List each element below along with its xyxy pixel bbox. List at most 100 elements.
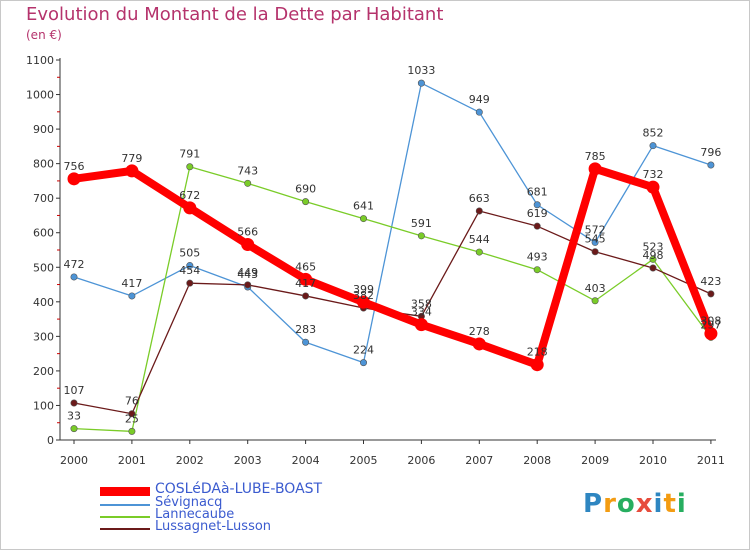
y-tick-label: 1100: [26, 54, 54, 67]
data-point: [649, 142, 657, 150]
y-tick-label: 500: [33, 261, 54, 274]
data-label: 423: [700, 275, 721, 288]
y-tick-label: 200: [33, 365, 54, 378]
data-point: [128, 292, 136, 300]
x-tick-label: 2007: [465, 454, 493, 467]
data-point: [359, 359, 367, 367]
data-label: 732: [643, 168, 664, 181]
data-point: [125, 164, 139, 178]
data-label: 107: [64, 384, 85, 397]
data-label: 743: [237, 164, 258, 177]
logo-letter: i: [653, 489, 664, 519]
x-tick-label: 2001: [118, 454, 146, 467]
x-tick-label: 2000: [60, 454, 88, 467]
legend-label: Lannecaube: [155, 507, 235, 522]
data-point: [359, 215, 367, 223]
data-label: 791: [179, 148, 200, 161]
data-label: 382: [353, 289, 374, 302]
series-line: [73, 82, 712, 364]
data-label: 672: [179, 189, 200, 202]
x-tick-label: 2008: [523, 454, 551, 467]
data-point: [128, 410, 136, 418]
data-label: 399: [353, 283, 374, 296]
data-point: [417, 232, 425, 240]
x-tick-label: 2011: [697, 454, 725, 467]
data-label: 591: [411, 217, 432, 230]
data-label: 756: [64, 160, 85, 173]
chart-subtitle: (en €): [26, 28, 62, 42]
data-label: 278: [469, 325, 490, 338]
data-point: [707, 290, 715, 298]
data-label: 493: [527, 251, 548, 264]
data-point: [357, 295, 370, 309]
data-point: [299, 272, 313, 286]
x-tick-label: 2003: [234, 454, 262, 467]
y-tick-label: 1000: [26, 89, 54, 102]
series-line: [73, 166, 712, 433]
data-label: 283: [295, 323, 316, 336]
legend-swatch: [100, 528, 150, 530]
data-point: [533, 266, 541, 274]
data-point: [70, 399, 78, 407]
legend-swatch: [100, 516, 150, 518]
data-point: [417, 79, 425, 87]
data-point: [533, 201, 541, 209]
data-point: [302, 338, 310, 346]
y-tick-label: 300: [33, 330, 54, 343]
data-label: 472: [64, 258, 85, 271]
proxiti-logo: Proxiti: [583, 489, 687, 519]
data-point: [244, 281, 252, 289]
data-label: 505: [179, 247, 200, 260]
data-point: [649, 264, 657, 272]
data-point: [591, 248, 599, 256]
x-tick-label: 2004: [292, 454, 320, 467]
data-point: [588, 162, 602, 176]
logo-letter: x: [635, 489, 654, 519]
data-point: [530, 358, 544, 372]
data-label: 218: [527, 346, 548, 359]
data-point: [475, 108, 483, 116]
y-tick-label: 600: [33, 227, 54, 240]
data-label: 852: [643, 127, 664, 140]
y-tick-label: 100: [33, 399, 54, 412]
data-label: 641: [353, 200, 374, 213]
data-label: 1033: [407, 64, 435, 77]
data-point: [302, 292, 310, 300]
x-tick-label: 2009: [581, 454, 609, 467]
data-label: 417: [121, 277, 142, 290]
data-label: 224: [353, 344, 374, 357]
data-label: 663: [469, 192, 490, 205]
data-label: 403: [585, 282, 606, 295]
data-label: 785: [585, 150, 606, 163]
data-point: [186, 279, 194, 287]
data-point: [186, 262, 194, 270]
y-tick-label: 900: [33, 123, 54, 136]
y-tick-label: 400: [33, 296, 54, 309]
logo-letter: t: [663, 489, 677, 519]
data-point: [472, 337, 486, 351]
data-label: 796: [700, 146, 721, 159]
logo-letter: P: [583, 489, 604, 519]
data-point: [302, 198, 310, 206]
logo-letter: r: [603, 489, 617, 519]
legend-label: Lussagnet-Lusson: [155, 519, 272, 534]
data-point: [67, 172, 81, 186]
data-point: [244, 179, 252, 187]
data-label: 33: [67, 410, 81, 423]
data-point: [475, 207, 483, 215]
data-label: 619: [527, 207, 548, 220]
y-tick-label: 700: [33, 192, 54, 205]
series-line: [70, 164, 715, 369]
data-point: [533, 222, 541, 230]
data-label: 76: [125, 395, 139, 408]
logo-letter: o: [616, 489, 636, 519]
data-point: [591, 297, 599, 305]
data-point: [646, 180, 660, 194]
data-label: 566: [237, 225, 258, 238]
data-point: [128, 427, 136, 435]
data-label: 690: [295, 183, 316, 196]
data-label: 308: [700, 315, 721, 328]
x-tick-label: 2005: [350, 454, 378, 467]
data-label: 443: [237, 268, 258, 281]
